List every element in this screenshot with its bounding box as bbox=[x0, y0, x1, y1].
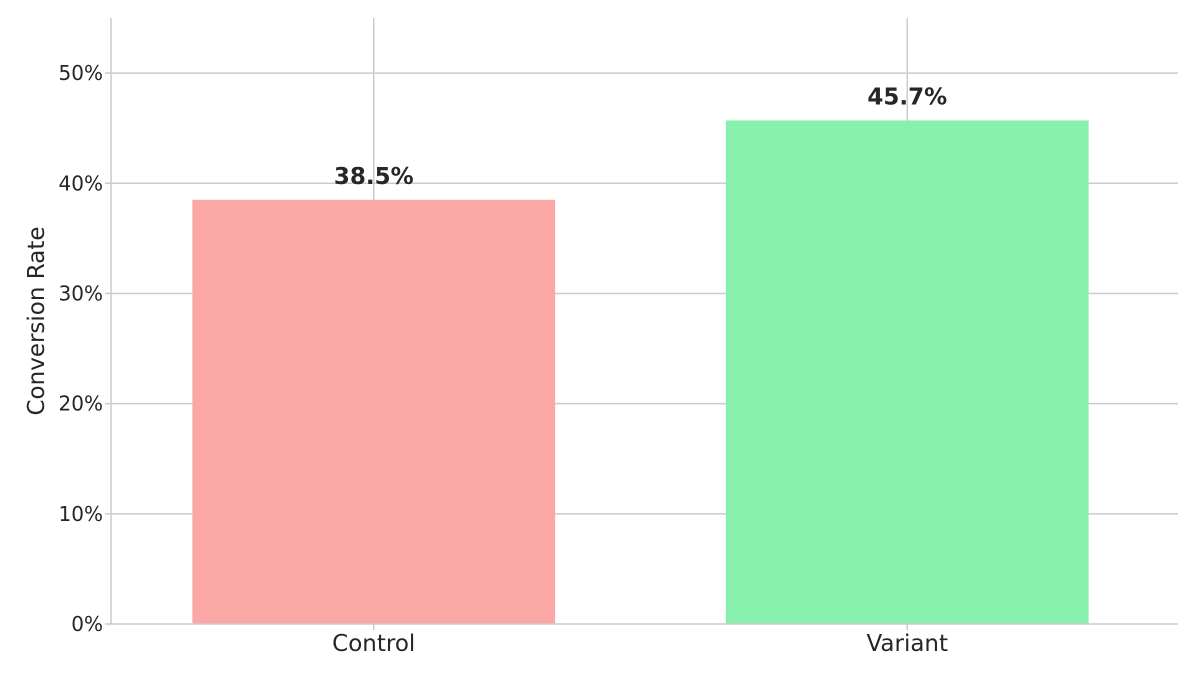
bar-variant bbox=[725, 120, 1089, 625]
x-tick-label: Variant bbox=[866, 631, 948, 657]
bars bbox=[192, 120, 1089, 625]
bar-value-label: 38.5% bbox=[334, 164, 414, 190]
y-tick-label: 10% bbox=[59, 502, 103, 526]
x-tick-label: Control bbox=[332, 631, 415, 657]
bar-control bbox=[192, 199, 556, 625]
y-tick-label: 20% bbox=[59, 392, 103, 416]
y-tick-label: 40% bbox=[59, 171, 103, 195]
y-axis-title: Conversion Rate bbox=[24, 227, 50, 416]
y-tick-label: 30% bbox=[59, 281, 103, 305]
bar-value-label: 45.7% bbox=[867, 84, 947, 110]
y-tick-label: 50% bbox=[59, 61, 103, 85]
labels: 0% 10% 20% 30% 40% 50% 38.5% Control 45.7% Varian… bbox=[59, 61, 948, 657]
axes bbox=[105, 18, 1178, 630]
y-tick-label: 0% bbox=[71, 612, 103, 636]
